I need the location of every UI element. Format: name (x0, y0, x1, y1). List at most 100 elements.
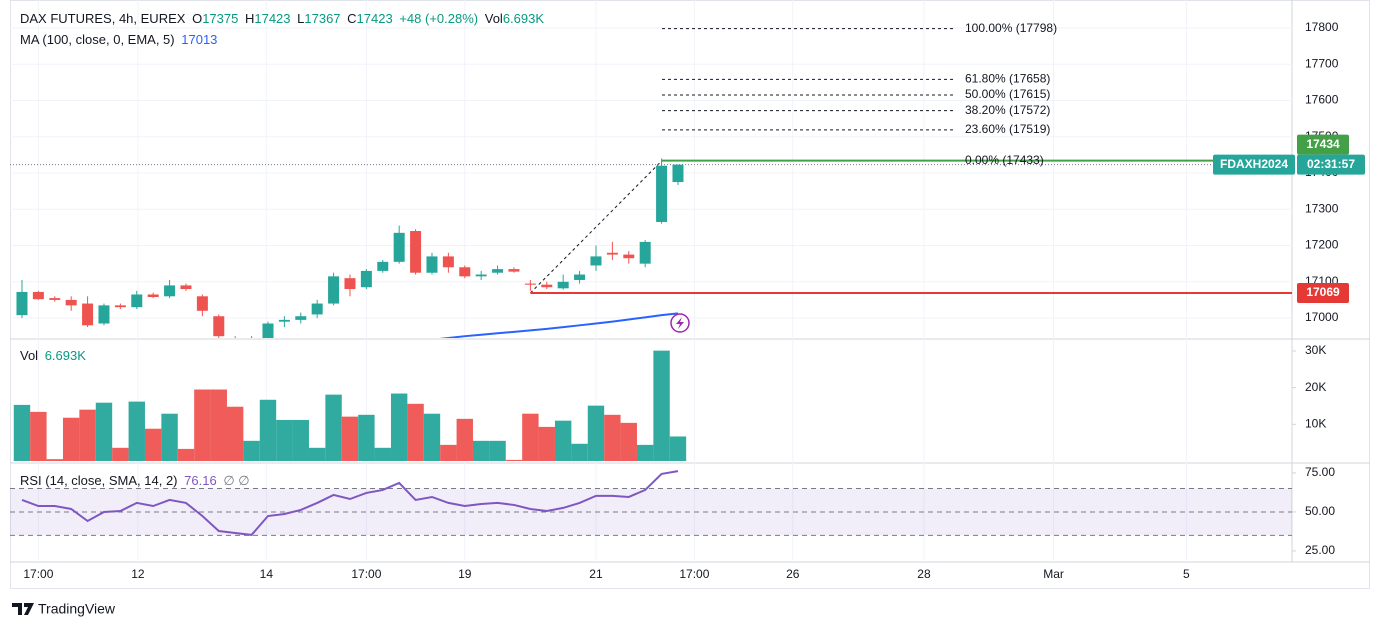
volume-bar (407, 403, 424, 461)
volume-bar (308, 447, 326, 461)
candle-body (82, 303, 94, 326)
volume-bar (505, 459, 523, 461)
volume-bar (128, 401, 145, 461)
price-badge (1297, 283, 1349, 304)
volume-bar (423, 413, 441, 461)
y-tick-label: 17000 (1305, 310, 1339, 324)
candle-body (114, 305, 126, 308)
open-value: 17375 (202, 11, 239, 26)
grid (10, 0, 1292, 562)
x-tick-label: 17:00 (351, 567, 381, 581)
fib-label: 0.00% (17433) (965, 153, 1044, 167)
y-tick-label: 17300 (1305, 201, 1339, 215)
vol-value: 6.693K (502, 11, 545, 26)
candle-body (393, 232, 405, 262)
volume-bar (276, 419, 293, 461)
volume-bar (390, 393, 408, 461)
volume-bar (95, 402, 113, 461)
volume-pane (13, 350, 687, 461)
candle-body (278, 319, 290, 322)
ma-label: MA (100, close, 0, EMA, 5) (20, 32, 175, 47)
change: +48 (+0.28%) (399, 11, 479, 26)
candle-body (98, 305, 110, 324)
volume-bar (472, 440, 490, 461)
rsi-legend: RSI (14, close, SMA, 14, 2) 76.16 ∅ ∅ (20, 473, 253, 489)
close-value: 17423 (356, 11, 393, 26)
candle-body (328, 276, 340, 304)
rsi-tick-label: 75.00 (1305, 465, 1335, 479)
candle-body (295, 316, 307, 320)
x-tick-label: 14 (260, 567, 274, 581)
volume-bar (177, 448, 195, 461)
volume-bar (653, 350, 670, 461)
volume-bar (194, 389, 211, 461)
candle-body (459, 267, 471, 277)
candle-body (672, 164, 684, 183)
x-tick-label: 26 (786, 567, 800, 581)
vol-tick-label: 20K (1305, 380, 1326, 394)
candle-body (508, 269, 520, 272)
volume-bar (210, 389, 227, 461)
vol-label: Vol (20, 348, 39, 363)
volume-bar (620, 422, 637, 461)
volume-bar (440, 444, 457, 461)
candle-body (32, 291, 44, 300)
x-tick-label: 17:00 (23, 567, 53, 581)
volume-bar (325, 394, 342, 461)
candle-body (492, 269, 504, 273)
candle-body (541, 284, 553, 288)
candle-body (65, 299, 77, 306)
x-tick-label: 5 (1183, 567, 1190, 581)
high-value: 17423 (254, 11, 291, 26)
vol-legend-value: 6.693K (44, 348, 86, 363)
volume-bar (46, 459, 63, 461)
symbol: DAX FUTURES, 4h, EUREX (20, 11, 186, 26)
ma-legend: MA (100, close, 0, EMA, 5) 17013 (20, 32, 220, 47)
ma-line (439, 312, 679, 338)
volume-bar (358, 414, 375, 461)
candle-body (164, 285, 176, 297)
x-tick-label: 19 (458, 567, 472, 581)
vol-tick-label: 10K (1305, 417, 1326, 431)
volume-bar (522, 413, 539, 461)
candle-body (196, 296, 208, 311)
candle-body (574, 274, 586, 280)
x-tick-label: 21 (589, 567, 603, 581)
brand-text: TradingView (38, 601, 116, 617)
volume-bar (489, 440, 506, 461)
volume-bar (30, 411, 47, 461)
candle-body (344, 278, 356, 290)
rsi-label: RSI (14, close, SMA, 14, 2) (20, 473, 178, 488)
symbol-badge (1213, 154, 1295, 175)
volume-bar (79, 409, 96, 461)
y-tick-label: 17600 (1305, 93, 1339, 107)
candle-body (360, 270, 372, 288)
candle-body (410, 231, 422, 273)
volume-bar (636, 444, 654, 461)
ma-value: 17013 (181, 32, 218, 47)
countdown-badge (1297, 154, 1365, 175)
x-tick-label: 28 (917, 567, 931, 581)
rsi-extra: ∅ ∅ (223, 473, 250, 488)
volume-bar (669, 436, 687, 461)
candle-body (590, 256, 602, 266)
alert-icon (670, 313, 690, 333)
candle-body (426, 256, 438, 273)
candle-body (656, 165, 668, 222)
volume-bar (62, 417, 80, 461)
volume-bar (554, 420, 572, 461)
volume-bar (604, 414, 621, 461)
fib-label: 100.00% (17798) (965, 21, 1057, 35)
fib-trendline (530, 160, 662, 294)
y-tick-label: 17200 (1305, 238, 1339, 252)
volume-bar (259, 399, 277, 461)
brand-logo: TradingView (12, 601, 116, 617)
price-badge-text: 17069 (1306, 285, 1340, 299)
symbol-badge-text: FDAXH2024 (1220, 157, 1288, 171)
volume-bar (161, 413, 178, 461)
volume-bar (13, 404, 31, 461)
candle-body (557, 281, 569, 289)
vol-caption: Vol (484, 11, 503, 26)
